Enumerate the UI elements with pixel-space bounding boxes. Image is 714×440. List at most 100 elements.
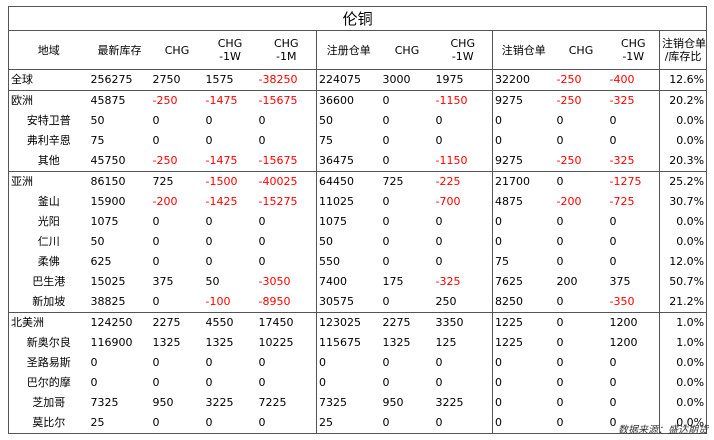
latest-stock-cell: 45875 (88, 90, 151, 111)
warrant-chg-cell: 1325 (382, 336, 411, 349)
cancelled-chg-cell: 0 (554, 171, 608, 192)
cancelled-chg-cell: 0 (556, 336, 564, 349)
warrant-chg-cell: 0 (382, 134, 390, 147)
chg-1w-cell: 1325 (205, 336, 234, 349)
cancelled-chg-1w-cell: -400 (607, 69, 660, 91)
cancelled-ratio-cell: 0.0% (658, 232, 708, 252)
latest-stock-cell: 1075 (90, 215, 119, 228)
chg-1m-cell: 0 (258, 134, 266, 147)
region-cell: 其他 (8, 151, 89, 172)
warrant-chg-cell: 0 (382, 235, 390, 248)
region-cell: 仁川 (8, 232, 89, 252)
warrant-chg-1w-cell: -1150 (435, 154, 468, 167)
cancelled-warrants-cell: 0 (492, 393, 555, 413)
cancelled-chg-cell: 0 (556, 255, 564, 268)
warrant-chg-1w-cell: 0 (435, 356, 443, 369)
chg-1w-cell: -1475 (203, 90, 257, 111)
table-row: 巴尔的摩 0 0 0 0 0 0 0 0 0 0 0.0% (8, 373, 708, 393)
cancelled-warrants-cell: 7625 (492, 272, 555, 292)
warrant-chg-cell: 0 (380, 90, 434, 111)
cancelled-chg-1w-cell: -1275 (607, 171, 660, 192)
warrant-chg-1w-cell: -325 (435, 275, 461, 288)
cancelled-warrants-cell: 0 (492, 111, 555, 131)
cancelled-chg-1w-cell: 1200 (609, 336, 638, 349)
warrant-chg-1w-cell: 3350 (433, 312, 493, 333)
chg-1m-cell: 0 (258, 356, 266, 369)
cancelled-chg-cell: 200 (556, 275, 578, 288)
chg-cell: 0 (150, 413, 204, 434)
header-chg-1m: CHG -1M (256, 30, 317, 70)
cancelled-chg-cell: -250 (554, 69, 608, 91)
warrant-chg-1w-cell: 0 (435, 376, 443, 389)
header-row: 地域 最新库存 CHG CHG -1W CHG -1M 注册仓单 CHG CHG -1W 注销仓单 CH… (8, 30, 708, 70)
latest-stock-cell: 124250 (88, 312, 151, 333)
registered-warrants-cell: 36475 (316, 151, 381, 172)
latest-stock-cell: 75 (90, 134, 105, 147)
latest-stock-cell: 116900 (90, 336, 133, 349)
header-warrant-chg: CHG (380, 30, 434, 70)
cancelled-ratio-cell: 25.2% (658, 171, 708, 192)
table-row: 芝加哥 7325 950 3225 7225 7325 950 3225 0 0 0 0.0% (8, 393, 708, 413)
chg-1m-cell: 0 (258, 376, 266, 389)
registered-warrants-cell: 0 (316, 373, 381, 393)
chg-1m-cell: 0 (258, 114, 266, 127)
chg-cell: 725 (150, 171, 204, 192)
warrant-chg-1w-cell: 0 (435, 215, 443, 228)
warrant-chg-cell: 0 (382, 195, 390, 208)
cancelled-chg-cell: 0 (556, 134, 564, 147)
chg-1m-cell: 0 (258, 235, 266, 248)
latest-stock-cell: 86150 (88, 171, 151, 192)
chg-cell: 0 (152, 134, 160, 147)
cancelled-chg-cell: -250 (556, 154, 582, 167)
cancelled-ratio-cell: 20.2% (658, 90, 708, 111)
warrant-chg-1w-cell: 250 (435, 295, 457, 308)
registered-warrants-cell: 75 (316, 131, 381, 151)
cancelled-chg-1w-cell: 0 (609, 114, 617, 127)
table-row-group: 亚洲 86150 725 -1500 -40025 64450 725 -225 21700 0-… (8, 171, 708, 192)
cancelled-warrants-cell: 0 (492, 212, 555, 232)
chg-cell: 0 (152, 376, 160, 389)
header-warrant-chg-1w: CHG -1W (433, 30, 493, 70)
chg-1m-cell: -15675 (256, 90, 317, 111)
region-cell: 圣路易斯 (8, 353, 89, 373)
header-cancelled-warrants: 注销仓单 (492, 30, 555, 70)
chg-1w-cell: 0 (205, 114, 213, 127)
cancelled-ratio-cell: 1.0% (658, 333, 708, 353)
region-cell: 巴生港 (8, 272, 89, 292)
warrant-chg-cell: 0 (382, 114, 390, 127)
region-cell: 柔佛 (8, 252, 89, 272)
cancelled-ratio-cell: 0.0% (658, 131, 708, 151)
chg-1w-cell: 0 (205, 376, 213, 389)
table-row: 圣路易斯 0 0 0 0 0 0 0 0 0 0 0.0% (8, 353, 708, 373)
registered-warrants-cell: 64450 (316, 171, 381, 192)
cancelled-chg-1w-cell: 375 (609, 275, 631, 288)
warrant-chg-1w-cell: -700 (435, 195, 461, 208)
table-row-group: 欧洲 45875 -250 -1475 -15675 36600 0 -1150 9275 -25… (8, 90, 708, 111)
latest-stock-cell: 7325 (90, 396, 119, 409)
cancelled-ratio-cell: 12.0% (658, 252, 708, 272)
chg-1m-cell: -15275 (258, 195, 298, 208)
chg-cell: 1325 (152, 336, 181, 349)
latest-stock-cell: 50 (90, 235, 105, 248)
cancelled-warrants-cell: 9275 (492, 90, 555, 111)
warrant-chg-cell: 0 (380, 413, 434, 434)
registered-warrants-cell: 7325 (316, 393, 381, 413)
registered-warrants-cell: 1075 (316, 212, 381, 232)
cancelled-chg-cell: 0 (556, 396, 564, 409)
registered-warrants-cell: 115675 (316, 333, 381, 353)
cancelled-warrants-cell: 9275 (492, 151, 555, 172)
table-row: 柔佛 625 0 0 0 550 0 0 75 0 0 12.0% (8, 252, 708, 272)
cancelled-chg-cell: 0 (556, 114, 564, 127)
registered-warrants-cell: 550 (316, 252, 381, 272)
warrant-chg-1w-cell: 125 (435, 336, 457, 349)
chg-1w-cell: 50 (205, 275, 220, 288)
cancelled-ratio-cell: 0.0% (658, 413, 708, 434)
warrant-chg-1w-cell: 0 (435, 235, 443, 248)
chg-1m-cell: -3050 (258, 275, 291, 288)
cancelled-chg-1w-cell: 0 (609, 134, 617, 147)
table-row: 弗利辛恩 75 0 0 0 75 0 0 0 0 0 0.0% (8, 131, 708, 151)
table-row: 莫比尔 25 0 0 0 25 0 0 0 0 0 0.0% (8, 413, 708, 434)
table-row-group: 全球 256275 2750 1575 -38250 224075 3000 1975 3220… (8, 69, 708, 91)
cancelled-ratio-cell: 30.7% (658, 192, 708, 212)
cancelled-chg-1w-cell: 0 (607, 413, 660, 434)
